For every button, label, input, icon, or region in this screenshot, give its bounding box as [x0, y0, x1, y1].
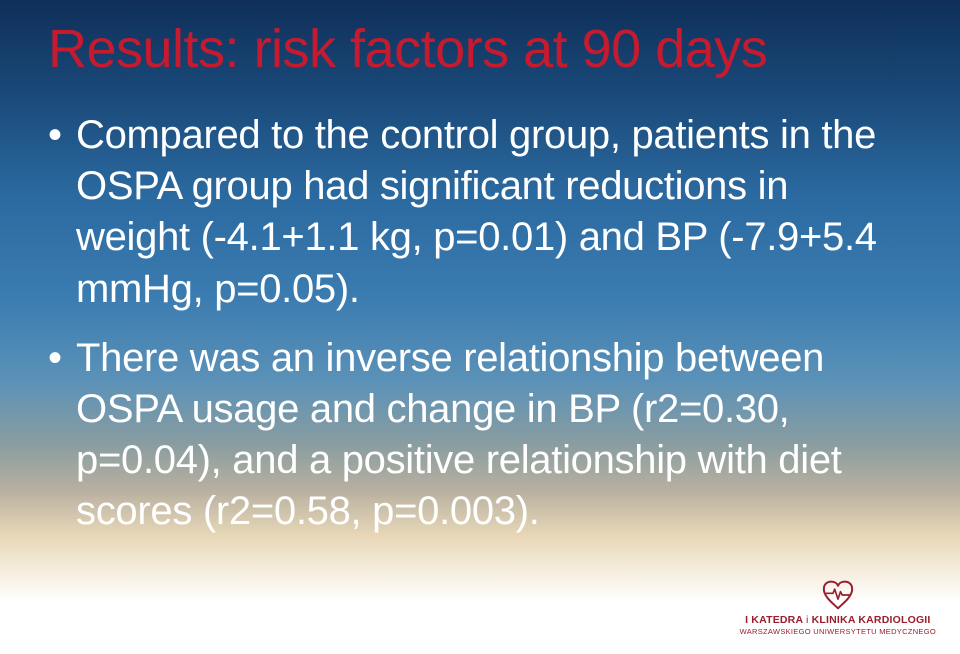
footer-org-main: KLINIKA KARDIOLOGII: [812, 614, 931, 626]
slide-content: Compared to the control group, patients …: [48, 110, 900, 556]
footer-org-prefix: I KATEDRA: [745, 614, 806, 626]
bullet-item: Compared to the control group, patients …: [48, 110, 900, 315]
footer-logo: I KATEDRA i KLINIKA KARDIOLOGII WARSZAWS…: [740, 580, 936, 636]
footer-org-name: I KATEDRA i KLINIKA KARDIOLOGII: [740, 614, 936, 626]
slide: Results: risk factors at 90 days Compare…: [0, 0, 960, 654]
bullet-item: There was an inverse relationship betwee…: [48, 333, 900, 538]
footer-org-sub: WARSZAWSKIEGO UNIWERSYTETU MEDYCZNEGO: [740, 627, 936, 636]
slide-title: Results: risk factors at 90 days: [48, 18, 767, 80]
heart-ecg-icon: [821, 580, 855, 610]
